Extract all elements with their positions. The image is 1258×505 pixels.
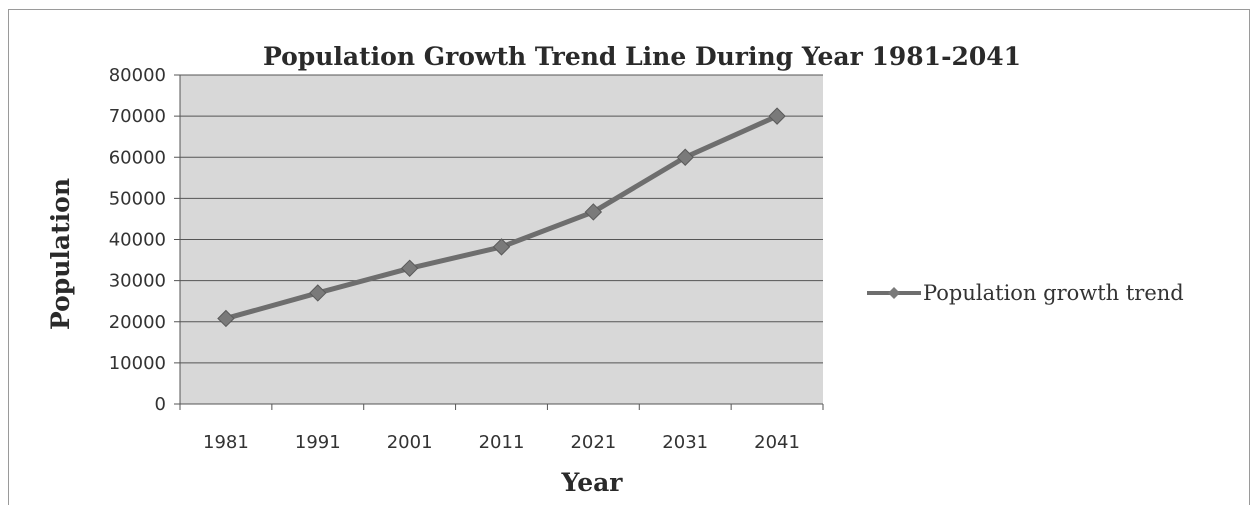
x-tick-label: 2031 (662, 432, 708, 453)
chart-frame: Population Growth Trend Line During Year… (8, 9, 1250, 505)
legend-label: Population growth trend (923, 281, 1184, 305)
x-tick-label: 2041 (754, 432, 800, 453)
line-chart: Population Growth Trend Line During Year… (46, 42, 1184, 497)
y-axis-title: Population (46, 178, 75, 330)
y-tick-label: 0 (155, 394, 166, 415)
x-tick-label: 1991 (295, 432, 341, 453)
data-point-marker (309, 284, 327, 302)
plot-area-group: 0 10000 20000 30000 40000 50000 60000 70000 8000… (109, 65, 824, 453)
data-point-marker (768, 107, 786, 125)
y-tick-label: 80000 (109, 65, 166, 86)
data-point-marker (217, 309, 235, 328)
x-tick-label: 2011 (479, 432, 525, 453)
y-tick-label: 40000 (109, 230, 166, 251)
y-tick-label: 10000 (109, 353, 166, 374)
x-tick-label: 1981 (203, 432, 249, 453)
y-tick-label: 50000 (109, 188, 166, 209)
data-point-marker (584, 203, 603, 221)
y-tick-label: 30000 (109, 271, 166, 292)
y-tick-label: 20000 (109, 312, 166, 333)
x-tick-label: 2021 (570, 432, 616, 453)
x-axis-title: Year (561, 468, 624, 497)
y-tick-label: 70000 (109, 106, 166, 127)
legend-marker-swatch (888, 287, 900, 299)
data-point-marker (676, 148, 694, 166)
y-tick-label: 60000 (109, 147, 166, 168)
x-tick-label: 2001 (387, 432, 433, 453)
data-point-marker (492, 238, 511, 256)
legend: Population growth trend (867, 281, 1184, 305)
data-point-marker (400, 259, 419, 277)
chart-title: Population Growth Trend Line During Year… (263, 42, 1021, 71)
